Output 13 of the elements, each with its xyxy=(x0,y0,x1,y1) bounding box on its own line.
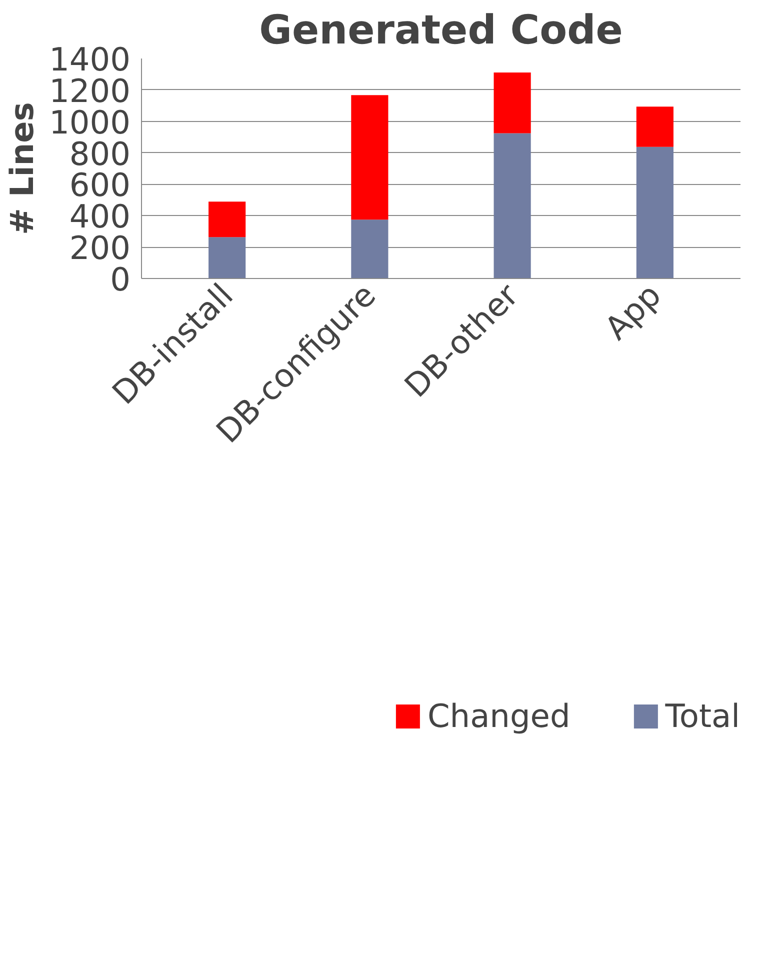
y-axis-title: # Lines xyxy=(3,102,42,235)
x-tick-label: App xyxy=(597,276,668,348)
bar xyxy=(208,237,246,278)
bar xyxy=(351,220,388,278)
chart-title: Generated Code xyxy=(259,8,623,54)
bar xyxy=(208,202,246,238)
bar xyxy=(636,146,674,278)
bar xyxy=(494,133,531,278)
bar xyxy=(636,106,674,147)
legend-label: Changed xyxy=(427,697,570,735)
bar xyxy=(494,72,531,134)
legend-label: Total xyxy=(665,697,740,735)
bar xyxy=(351,95,388,220)
